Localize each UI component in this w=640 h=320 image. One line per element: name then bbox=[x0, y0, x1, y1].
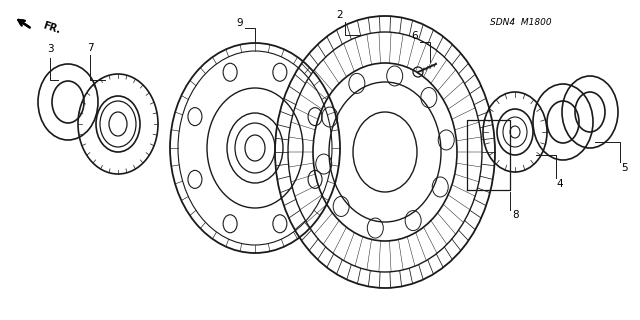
Text: 8: 8 bbox=[513, 210, 519, 220]
Text: 9: 9 bbox=[237, 18, 243, 28]
Text: 5: 5 bbox=[621, 163, 627, 173]
Text: SDN4  M1800: SDN4 M1800 bbox=[490, 18, 552, 27]
Text: 2: 2 bbox=[337, 10, 343, 20]
Text: FR.: FR. bbox=[42, 20, 62, 35]
Text: 6: 6 bbox=[412, 31, 419, 41]
Text: 7: 7 bbox=[86, 43, 93, 53]
Text: 3: 3 bbox=[47, 44, 53, 54]
Text: 4: 4 bbox=[557, 179, 563, 189]
